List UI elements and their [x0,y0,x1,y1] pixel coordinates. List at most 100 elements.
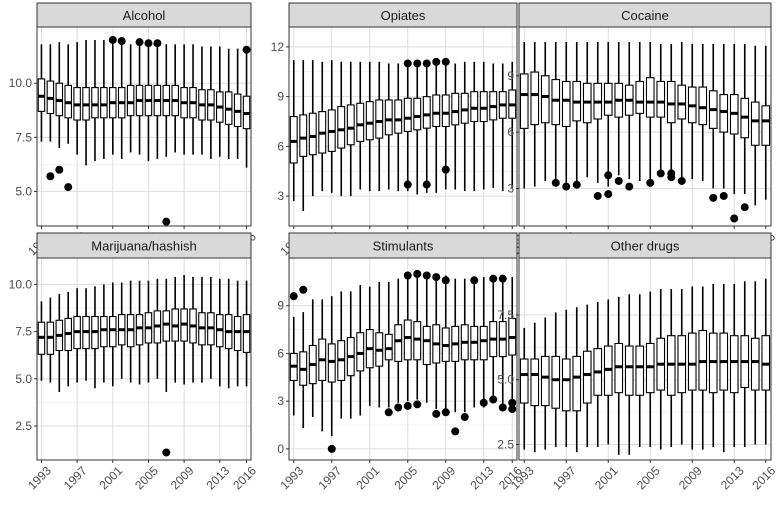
x-tick-label: 1993 [25,463,54,492]
outlier-point [551,178,560,187]
outlier-point [384,408,393,417]
y-tick-label: 2.5 [15,419,32,433]
box [479,325,488,361]
outlier-point [242,45,251,54]
outlier-point [108,35,117,44]
outlier-point [144,39,153,48]
box [719,94,729,133]
panel: Opiates369121993199720012005200920132016 [271,2,525,258]
outlier-point [667,173,676,182]
plot-background [519,27,771,226]
outlier-point [55,165,64,174]
box [519,73,529,129]
x-tick-label: 1997 [550,463,579,492]
box [289,116,298,164]
outlier-point [441,408,450,417]
box [413,321,422,361]
outlier-point [498,274,507,283]
x-tick-label: 2009 [168,463,197,492]
outlier-point [656,169,665,178]
box [530,358,540,407]
box [100,315,108,348]
outlier-point [327,444,336,453]
x-tick-label: 2013 [203,463,232,492]
box [403,97,412,133]
y-tick-label: 7.5 [15,130,32,144]
x-tick-label: 1997 [315,463,344,492]
outlier-point [646,178,655,187]
y-tick-label: 10.0 [9,76,33,90]
panel-title: Stimulants [373,239,434,254]
y-tick-label: 9 [507,69,514,83]
outlier-point [489,274,498,283]
outlier-point [479,398,488,407]
y-tick-label: 7.5 [15,325,32,339]
x-tick-label: 2001 [96,463,125,492]
panel-title: Marijuana/hashish [91,239,197,254]
box [403,319,412,361]
x-tick-label: 2013 [467,463,496,492]
outlier-point [413,59,422,68]
plot-background [37,27,251,226]
box [624,345,634,396]
box [656,80,666,118]
box [687,332,697,391]
panel-border [288,26,518,227]
box [384,99,393,136]
panel: Alcohol5.07.510.019931997200120052009201… [9,2,259,258]
outlier-point [451,427,460,436]
y-tick-label: 9 [277,299,284,313]
panel-border [36,257,252,461]
outlier-point [593,191,602,200]
box [441,94,450,128]
outlier-point [413,400,422,409]
box [432,94,441,128]
x-tick-label: 2001 [353,463,382,492]
outlier-point [562,182,571,191]
strip-background [518,232,772,259]
x-tick-label: 1993 [277,463,306,492]
box [327,343,336,383]
box [582,350,592,404]
y-tick-label: 3 [277,189,284,203]
x-tick-label: 2016 [230,463,259,492]
outlier-point [460,413,469,422]
outlier-point [422,271,431,280]
plot-background [289,27,517,226]
outlier-point [117,37,126,46]
box [109,315,117,348]
plot-background [519,258,771,460]
box [677,84,687,120]
box [394,324,403,362]
outlier-point [614,176,623,185]
box [635,80,645,114]
x-tick-label: 1997 [61,463,90,492]
box [530,71,540,126]
box [384,333,393,361]
box [645,77,655,118]
x-tick-label: 2005 [391,463,420,492]
strip-background [288,232,518,259]
y-tick-label: 7.5 [497,308,514,322]
plot-background [289,258,517,460]
box [761,105,771,146]
x-tick-label: 2005 [634,463,663,492]
box [561,358,571,412]
box [635,345,645,396]
outlier-point [153,39,162,48]
box [233,315,242,352]
x-tick-label: 2005 [132,463,161,492]
plot-background [37,258,251,460]
box [337,106,346,149]
outlier-point [403,271,412,280]
outlier-point [508,405,517,414]
outlier-point [470,276,479,285]
box [126,84,135,117]
panel-title: Other drugs [611,239,680,254]
panel-title: Opiates [381,8,426,23]
strip-background [518,2,772,28]
outlier-point [289,292,298,301]
outlier-point [498,403,507,412]
